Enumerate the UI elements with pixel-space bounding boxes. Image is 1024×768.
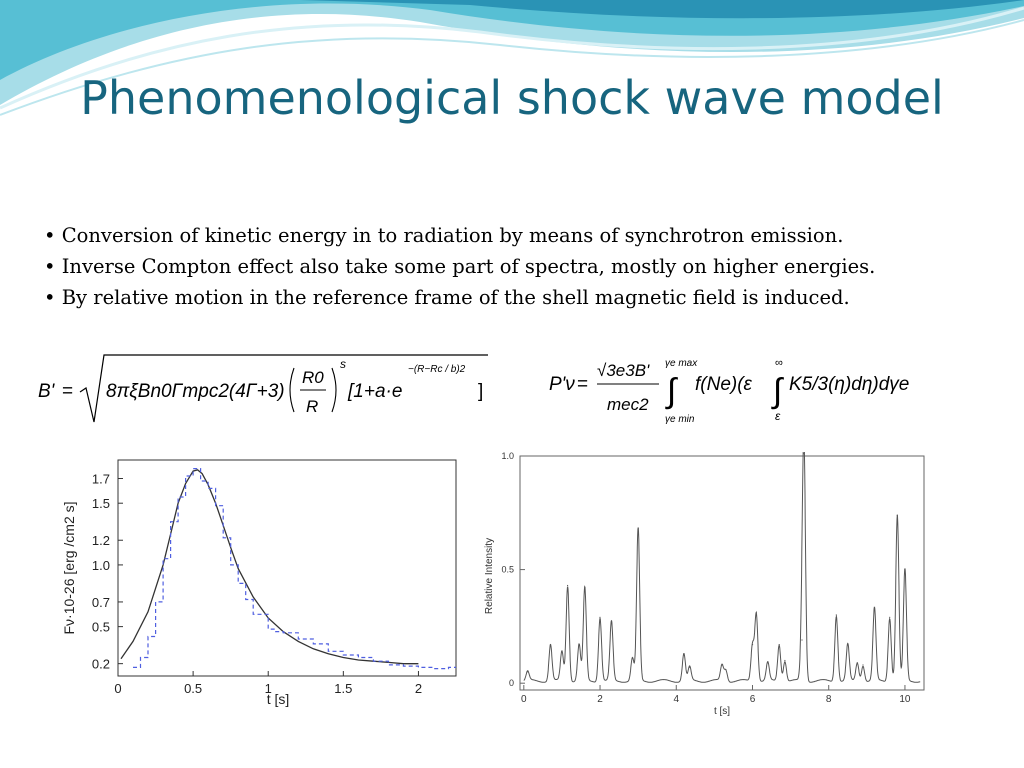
chart1-y-tick-label: 1.7: [92, 472, 110, 487]
bullet-item: Inverse Compton effect also take some pa…: [44, 251, 1004, 282]
eq1-frac-den: R: [306, 397, 318, 416]
chart2-peak-point: [873, 607, 876, 609]
chart2-x-tick-label: 4: [673, 694, 679, 705]
eq1-radicand: 8πξBn0Γmpc2(4Γ+3): [106, 381, 285, 402]
chart2-peak-point: [856, 662, 858, 664]
eq1-left-paren: [289, 367, 295, 413]
bullet-item: Conversion of kinetic energy in to radia…: [44, 220, 1004, 251]
chart2-peak-point: [904, 569, 906, 571]
chart1-x-tick-label: 1.5: [334, 681, 352, 696]
eq1-equals: =: [62, 381, 73, 402]
bullet-item: By relative motion in the reference fram…: [44, 282, 1004, 313]
chart2-y-tick-label: 1.0: [501, 452, 514, 461]
chart2-peak-point: [578, 644, 580, 646]
chart2-peak-point: [751, 644, 754, 646]
chart2-peak-point: [561, 650, 563, 652]
eq2-inner-integral-sign: ∫: [771, 372, 784, 410]
eq2-equals: =: [577, 374, 588, 395]
magnetic-field-equation: B' = 8πξBn0Γmpc2(4Γ+3) R0 R s [1+a·e −(R…: [38, 354, 488, 423]
chart1-xlabel: t [s]: [267, 691, 290, 707]
chart1-y-tick-label: 0.5: [92, 620, 110, 635]
chart2-peak-point: [778, 644, 780, 646]
power-equation: P'ν = √3e3B' mec2 γe max ∫ γe min f(Ne)(…: [549, 357, 909, 425]
relative-intensity-chart: 0 2 4 6 8 10 0 0.5 1.0 t [s] Relative Intensity: [484, 452, 930, 716]
chart2-peak-point: [803, 453, 805, 455]
chart1-x-tick-label: 0: [114, 681, 121, 696]
chart2-x-tick-label: 2: [597, 694, 603, 705]
chart2-peak-point: [896, 514, 898, 516]
chart2-x-tick-label: 10: [899, 694, 911, 705]
chart2-peak-point: [610, 621, 613, 623]
chart1-x-tick-label: 1: [265, 681, 272, 696]
chart2-x-tick-label: 8: [826, 694, 832, 705]
chart2-peak-point: [599, 616, 601, 618]
eq2-int1-upper: γe max: [665, 358, 698, 369]
chart1-y-tick-label: 0.7: [92, 595, 110, 610]
chart2-peak-point: [689, 666, 691, 668]
chart1-x-tick-label: 0.5: [184, 681, 202, 696]
chart2-peak-point: [567, 584, 569, 587]
chart1-y-tick-label: 1.5: [92, 496, 110, 511]
eq2-int2-upper: ∞: [775, 357, 783, 369]
eq1-close: ]: [478, 381, 483, 402]
chart2-peak-point: [527, 671, 529, 673]
eq2-integral-sign: ∫: [665, 372, 678, 410]
chart2-ylabel: Relative Intensity: [484, 538, 495, 614]
chart2-peak-point: [862, 664, 864, 666]
chart1-y-tick-label: 1.0: [92, 558, 110, 573]
chart1-model-curve: [120, 469, 419, 665]
chart2-background: [484, 452, 930, 716]
chart2-peak-point: [584, 587, 586, 589]
chart2-peak-point: [631, 657, 633, 659]
chart2-peak-point: [725, 669, 727, 671]
eq2-int2-lower: ε: [775, 409, 781, 423]
eq1-exponent: s: [340, 357, 346, 371]
chart2-peak-point: [721, 664, 723, 666]
eq1-lhs: B': [38, 381, 56, 402]
eq2-int1-lower: γe min: [665, 414, 695, 425]
chart2-y-tick-label: 0: [509, 678, 514, 688]
chart2-xlabel: t [s]: [714, 706, 730, 716]
chart2-peak-point: [755, 612, 757, 614]
header-wave-decoration: [0, 0, 1024, 116]
eq2-den: mec2: [607, 395, 649, 414]
chart2-peak-point: [801, 639, 803, 641]
eq1-sqrt-sign: [79, 354, 488, 423]
chart2-x-tick-label: 0: [521, 694, 527, 705]
chart2-peak-point: [683, 653, 685, 655]
chart2-peak-point: [847, 644, 849, 646]
eq1-frac-num: R0: [302, 368, 324, 387]
chart2-peak-point: [767, 662, 769, 664]
chart1-observed-step-series: [133, 468, 456, 670]
flux-light-curve-chart: 0 0.5 1 1.5 2 0.2 0.5 0.7 1.0 1.2 1.5 1.7 t [s] Fν·…: [58, 456, 460, 710]
slide-title: Phenomenological shock wave model: [80, 71, 944, 125]
chart1-y-tick-label: 1.2: [92, 533, 110, 548]
eq1-right-paren: [331, 367, 337, 413]
eq2-num: √3e3B': [597, 361, 650, 380]
chart2-y-tick-label: 0.5: [501, 565, 514, 575]
chart2-intensity-line: [523, 452, 921, 683]
chart2-x-tick-label: 6: [750, 694, 756, 705]
chart1-y-tick-label: 0.2: [92, 657, 110, 672]
eq1-exp-term: −(R−Rc / b)2: [408, 364, 466, 375]
eq2-integrand: f(Ne)(ε: [695, 374, 753, 395]
chart1-x-tick-label: 2: [415, 681, 422, 696]
eq2-lhs: P'ν: [549, 374, 575, 395]
eq1-bracket: [1+a·e: [347, 381, 402, 402]
chart2-peak-point: [637, 528, 639, 530]
bullet-list: Conversion of kinetic energy in to radia…: [44, 220, 1004, 313]
chart1-frame: [117, 459, 457, 677]
chart1-ylabel: Fν·10-26 [erg /cm2 s]: [61, 501, 77, 634]
chart2-peak-point: [549, 644, 552, 646]
chart2-peak-point: [889, 616, 891, 618]
chart2-frame: [519, 455, 925, 691]
chart1-background: [58, 456, 460, 710]
eq2-inner: K5/3(η)dη)dγe: [789, 374, 909, 395]
chart2-peak-point: [835, 614, 837, 616]
chart2-peak-point: [784, 659, 786, 662]
